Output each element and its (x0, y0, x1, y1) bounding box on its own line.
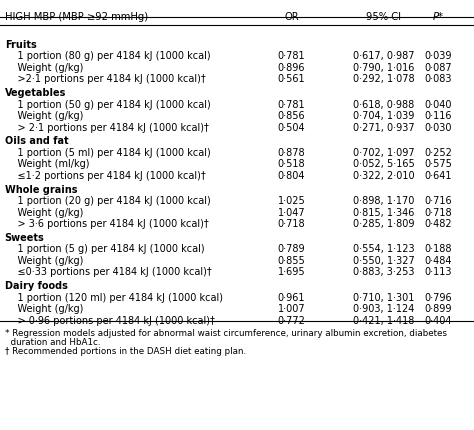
Text: Weight (g/kg): Weight (g/kg) (5, 208, 83, 218)
Text: 1 portion (80 g) per 4184 kJ (1000 kcal): 1 portion (80 g) per 4184 kJ (1000 kcal) (5, 52, 210, 61)
Text: 0·271, 0·937: 0·271, 0·937 (353, 123, 415, 133)
Text: 0·482: 0·482 (425, 219, 452, 229)
Text: 0·718: 0·718 (278, 219, 305, 229)
Text: Oils and fat: Oils and fat (5, 136, 68, 146)
Text: 1 portion (20 g) per 4184 kJ (1000 kcal): 1 portion (20 g) per 4184 kJ (1000 kcal) (5, 196, 210, 206)
Text: ≤1·2 portions per 4184 kJ (1000 kcal)†: ≤1·2 portions per 4184 kJ (1000 kcal)† (5, 171, 206, 181)
Text: 0·561: 0·561 (278, 74, 305, 84)
Text: 0·790, 1·016: 0·790, 1·016 (353, 63, 415, 73)
Text: Fruits: Fruits (5, 40, 36, 50)
Text: Weight (g/kg): Weight (g/kg) (5, 63, 83, 73)
Text: 0·710, 1·301: 0·710, 1·301 (353, 293, 415, 303)
Text: 0·518: 0·518 (278, 160, 305, 169)
Text: Dairy foods: Dairy foods (5, 281, 68, 291)
Text: 1 portion (5 g) per 4184 kJ (1000 kcal): 1 portion (5 g) per 4184 kJ (1000 kcal) (5, 244, 204, 255)
Text: 0·322, 2·010: 0·322, 2·010 (353, 171, 415, 181)
Text: 0·083: 0·083 (425, 74, 452, 84)
Text: 0·781: 0·781 (278, 100, 305, 110)
Text: 0·641: 0·641 (425, 171, 452, 181)
Text: 0·484: 0·484 (425, 256, 452, 266)
Text: 0·878: 0·878 (278, 148, 305, 158)
Text: 0·087: 0·087 (425, 63, 452, 73)
Text: Weight (ml/kg): Weight (ml/kg) (5, 160, 89, 169)
Text: Weight (g/kg): Weight (g/kg) (5, 111, 83, 121)
Text: HIGH MBP (MBP ≥92 mmHg): HIGH MBP (MBP ≥92 mmHg) (5, 12, 148, 22)
Text: 0·856: 0·856 (278, 111, 305, 121)
Text: 0·052, 5·165: 0·052, 5·165 (353, 160, 415, 169)
Text: 0·704, 1·039: 0·704, 1·039 (353, 111, 415, 121)
Text: 0·575: 0·575 (425, 160, 452, 169)
Text: 0·504: 0·504 (278, 123, 305, 133)
Text: 0·617, 0·987: 0·617, 0·987 (353, 52, 415, 61)
Text: 0·789: 0·789 (278, 244, 305, 255)
Text: 0·961: 0·961 (278, 293, 305, 303)
Text: duration and HbA1c.: duration and HbA1c. (5, 338, 100, 347)
Text: 0·113: 0·113 (425, 267, 452, 277)
Text: 1 portion (50 g) per 4184 kJ (1000 kcal): 1 portion (50 g) per 4184 kJ (1000 kcal) (5, 100, 210, 110)
Text: ≤0·33 portions per 4184 kJ (1000 kcal)†: ≤0·33 portions per 4184 kJ (1000 kcal)† (5, 267, 211, 277)
Text: 0·855: 0·855 (278, 256, 305, 266)
Text: P*: P* (433, 12, 444, 22)
Text: 0·030: 0·030 (425, 123, 452, 133)
Text: 1 portion (5 ml) per 4184 kJ (1000 kcal): 1 portion (5 ml) per 4184 kJ (1000 kcal) (5, 148, 210, 158)
Text: 0·815, 1·346: 0·815, 1·346 (353, 208, 415, 218)
Text: >2·1 portions per 4184 kJ (1000 kcal)†: >2·1 portions per 4184 kJ (1000 kcal)† (5, 74, 206, 84)
Text: 0·554, 1·123: 0·554, 1·123 (353, 244, 415, 255)
Text: Vegetables: Vegetables (5, 88, 66, 98)
Text: 0·618, 0·988: 0·618, 0·988 (353, 100, 415, 110)
Text: 0·252: 0·252 (425, 148, 452, 158)
Text: 0·796: 0·796 (425, 293, 452, 303)
Text: 0·718: 0·718 (425, 208, 452, 218)
Text: 0·421, 1·418: 0·421, 1·418 (353, 316, 415, 326)
Text: 0·039: 0·039 (425, 52, 452, 61)
Text: 1·007: 1·007 (278, 304, 305, 314)
Text: 0·292, 1·078: 0·292, 1·078 (353, 74, 415, 84)
Text: 1·695: 1·695 (278, 267, 305, 277)
Text: 0·550, 1·327: 0·550, 1·327 (353, 256, 415, 266)
Text: 0·772: 0·772 (278, 316, 305, 326)
Text: > 2·1 portions per 4184 kJ (1000 kcal)†: > 2·1 portions per 4184 kJ (1000 kcal)† (5, 123, 209, 133)
Text: 1 portion (120 ml) per 4184 kJ (1000 kcal): 1 portion (120 ml) per 4184 kJ (1000 kca… (5, 293, 223, 303)
Text: > 0·96 portions per 4184 kJ (1000 kcal)†: > 0·96 portions per 4184 kJ (1000 kcal)† (5, 316, 215, 326)
Text: † Recommended portions in the DASH diet eating plan.: † Recommended portions in the DASH diet … (5, 347, 246, 356)
Text: 0·702, 1·097: 0·702, 1·097 (353, 148, 415, 158)
Text: Whole grains: Whole grains (5, 184, 77, 195)
Text: 0·404: 0·404 (425, 316, 452, 326)
Text: * Regression models adjusted for abnormal waist circumference, urinary albumin e: * Regression models adjusted for abnorma… (5, 329, 447, 338)
Text: 0·188: 0·188 (425, 244, 452, 255)
Text: 0·898, 1·170: 0·898, 1·170 (353, 196, 415, 206)
Text: 0·883, 3·253: 0·883, 3·253 (353, 267, 415, 277)
Text: 95% CI: 95% CI (366, 12, 401, 22)
Text: 0·716: 0·716 (425, 196, 452, 206)
Text: 0·285, 1·809: 0·285, 1·809 (353, 219, 415, 229)
Text: 0·804: 0·804 (278, 171, 305, 181)
Text: 0·116: 0·116 (425, 111, 452, 121)
Text: 1·047: 1·047 (278, 208, 305, 218)
Text: Weight (g/kg): Weight (g/kg) (5, 304, 83, 314)
Text: OR: OR (284, 12, 299, 22)
Text: 0·040: 0·040 (425, 100, 452, 110)
Text: 0·781: 0·781 (278, 52, 305, 61)
Text: 0·896: 0·896 (278, 63, 305, 73)
Text: 0·899: 0·899 (425, 304, 452, 314)
Text: > 3·6 portions per 4184 kJ (1000 kcal)†: > 3·6 portions per 4184 kJ (1000 kcal)† (5, 219, 209, 229)
Text: Weight (g/kg): Weight (g/kg) (5, 256, 83, 266)
Text: Sweets: Sweets (5, 233, 45, 243)
Text: 0·903, 1·124: 0·903, 1·124 (353, 304, 415, 314)
Text: 1·025: 1·025 (278, 196, 305, 206)
